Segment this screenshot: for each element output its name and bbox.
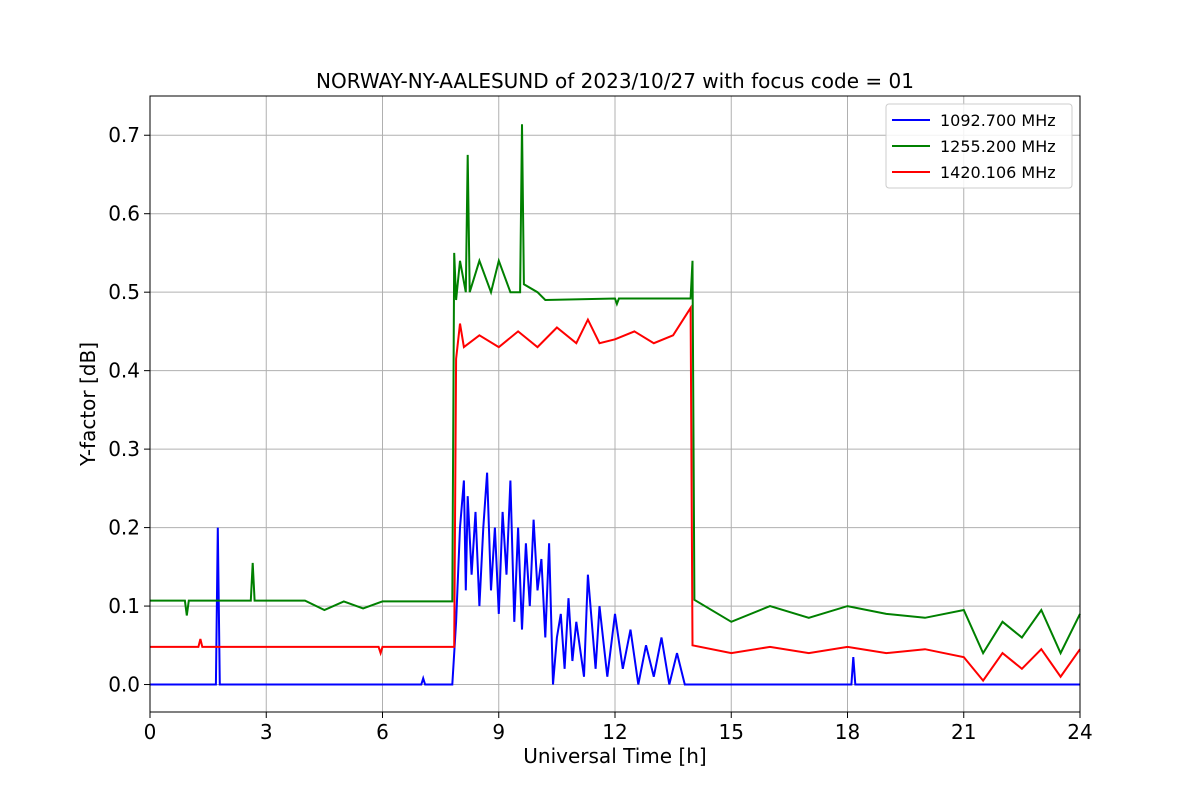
legend-label: 1255.200 MHz: [940, 137, 1056, 156]
x-tick-label: 21: [951, 720, 976, 744]
x-tick-label: 12: [602, 720, 627, 744]
series-line-1: [150, 472, 1080, 686]
y-tick-label: 0.3: [108, 437, 140, 461]
x-tick-label: 3: [260, 720, 273, 744]
y-axis-label: Y-factor [dB]: [76, 342, 100, 467]
y-tick-label: 0.6: [108, 202, 140, 226]
x-tick-label: 15: [719, 720, 744, 744]
x-tick-label: 6: [376, 720, 389, 744]
series-layer: [150, 124, 1081, 686]
y-tick-label: 0.4: [108, 359, 140, 383]
legend-label: 1420.106 MHz: [940, 163, 1056, 182]
legend-label: 1092.700 MHz: [940, 111, 1056, 130]
chart-title: NORWAY-NY-AALESUND of 2023/10/27 with fo…: [316, 69, 914, 93]
y-tick-label: 0.7: [108, 123, 140, 147]
y-tick-label: 0.1: [108, 594, 140, 618]
x-tick-label: 18: [835, 720, 860, 744]
x-tick-label: 24: [1067, 720, 1092, 744]
series-line-3: [150, 304, 1081, 683]
legend: 1092.700 MHz 1255.200 MHz 1420.106 MHz: [885, 103, 1073, 189]
y-tick-label: 0.0: [108, 673, 140, 697]
x-axis-label: Universal Time [h]: [523, 744, 706, 768]
y-tick-label: 0.5: [108, 280, 140, 304]
y-tick-label: 0.2: [108, 516, 140, 540]
x-tick-label: 9: [492, 720, 505, 744]
legend-box: [885, 103, 1073, 189]
ticks: 0 3 6 9 12 15 18 21 24 0.0 0.1 0.2 0.3 0.4 0.5 0.6 0.7: [108, 123, 1093, 744]
x-tick-label: 0: [144, 720, 157, 744]
series-line-2: [150, 124, 1081, 656]
